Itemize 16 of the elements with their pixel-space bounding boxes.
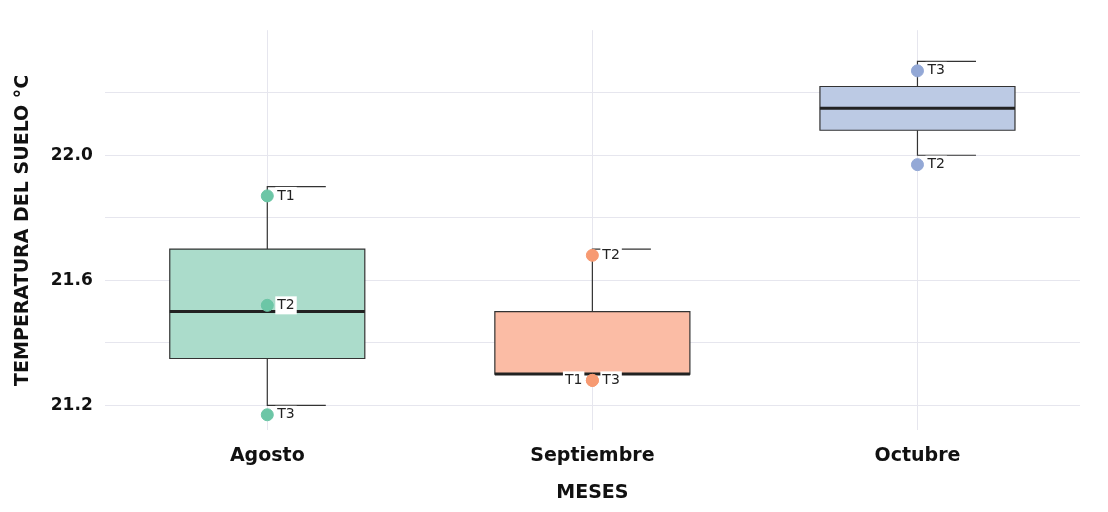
- annotation: T2: [276, 295, 295, 312]
- annotation: T3: [926, 61, 945, 78]
- annotation: T1: [276, 186, 295, 203]
- annotation: T2: [926, 155, 945, 172]
- annotation: T3: [276, 405, 295, 422]
- y-tick-label: 21.6: [50, 268, 93, 289]
- annotation: T2: [601, 245, 620, 262]
- x-tick-label: Octubre: [874, 442, 961, 465]
- x-axis-title: MESES: [556, 479, 629, 502]
- y-tick-label: 21.2: [50, 393, 93, 414]
- x-tick-label: Septiembre: [530, 442, 655, 465]
- annotation: T3: [601, 371, 620, 388]
- y-tick-label: 22.0: [50, 143, 93, 164]
- x-tick-label: Agosto: [229, 442, 305, 465]
- annotation: T1: [563, 371, 583, 388]
- y-axis-title: TEMPERATURA DEL SUELO °C: [10, 74, 33, 386]
